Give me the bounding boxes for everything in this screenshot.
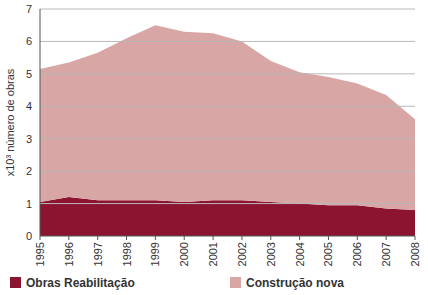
x-tick-label: 2005 xyxy=(322,242,334,266)
y-tick-label: 3 xyxy=(26,133,32,145)
x-tick xyxy=(40,236,41,240)
x-tick xyxy=(386,236,387,240)
x-tick-label: 2001 xyxy=(207,242,219,266)
x-tick-label: 2002 xyxy=(236,242,248,266)
x-tick-label: 1997 xyxy=(92,242,104,266)
x-tick-label: 2006 xyxy=(351,242,363,266)
y-tick-label: 2 xyxy=(26,165,32,177)
x-tick-label: 2004 xyxy=(294,242,306,266)
x-tick xyxy=(68,236,69,240)
grid-line xyxy=(40,138,415,139)
legend-swatch xyxy=(10,277,21,288)
x-tick-label: 2008 xyxy=(409,242,421,266)
grid-line xyxy=(40,41,415,42)
y-tick-label: 5 xyxy=(26,68,32,80)
y-tick-label: 4 xyxy=(26,100,32,112)
x-tick xyxy=(299,236,300,240)
y-tick-label: 6 xyxy=(26,35,32,47)
x-tick-label: 1998 xyxy=(121,242,133,266)
grid-line xyxy=(40,73,415,74)
y-axis-label: x10³ número de obras xyxy=(4,68,16,176)
area xyxy=(40,25,415,210)
x-tick-label: 1999 xyxy=(149,242,161,266)
y-tick-label: 7 xyxy=(26,3,32,15)
legend-label: Construção nova xyxy=(246,276,344,290)
grid-line xyxy=(40,106,415,107)
x-tick-label: 1995 xyxy=(34,242,46,266)
areas xyxy=(40,25,415,236)
y-tick-label: 1 xyxy=(26,198,32,210)
legend-label: Obras Reabilitação xyxy=(26,276,135,290)
legend: Obras Reabilitação Construção nova xyxy=(10,276,344,290)
y-axis xyxy=(40,9,41,236)
x-tick-label: 2000 xyxy=(178,242,190,266)
x-tick xyxy=(415,236,416,240)
chart: 0 1 2 3 4 5 6 7 1995 1996 1997 1998 1999 2000 2001 2002… xyxy=(0,0,428,295)
x-tick xyxy=(184,236,185,240)
x-tick-label: 1996 xyxy=(63,242,75,266)
x-tick xyxy=(357,236,358,240)
x-tick xyxy=(241,236,242,240)
legend-swatch xyxy=(230,277,241,288)
x-tick xyxy=(328,236,329,240)
x-tick xyxy=(213,236,214,240)
grid-line xyxy=(40,236,415,237)
grid-line xyxy=(40,9,415,10)
grid-line xyxy=(40,203,415,204)
x-tick xyxy=(270,236,271,240)
grid-line xyxy=(40,171,415,172)
y-tick-label: 0 xyxy=(26,230,32,242)
x-tick-label: 2003 xyxy=(265,242,277,266)
x-tick xyxy=(155,236,156,240)
x-tick xyxy=(126,236,127,240)
x-tick xyxy=(97,236,98,240)
x-tick-label: 2007 xyxy=(380,242,392,266)
